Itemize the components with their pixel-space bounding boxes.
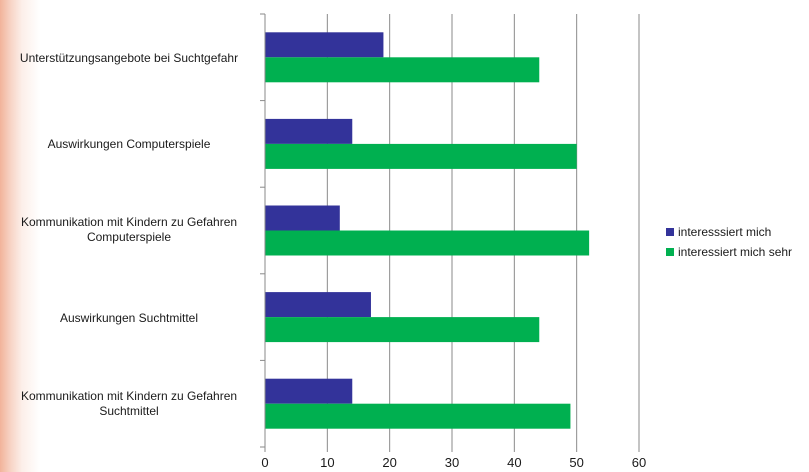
axes <box>260 13 640 452</box>
x-tick-label: 50 <box>569 455 583 470</box>
x-tick-label: 10 <box>320 455 334 470</box>
bar-interessiert-mich-sehr <box>265 230 590 256</box>
legend-swatch-series-1 <box>666 228 674 236</box>
category-label-1: Unterstützungsangebote bei Suchtgefahr <box>19 51 239 65</box>
legend-label-series-2: interessiert mich sehr <box>678 245 793 259</box>
category-label-4: Auswirkungen Suchtmittel <box>59 311 199 325</box>
category-label-2: Auswirkungen Computerspiele <box>47 137 211 151</box>
category-label-3: Kommunikation mit Kindern zu Gefahren Co… <box>20 215 238 244</box>
bar-interessiert-mich-sehr <box>265 57 540 83</box>
category-label-5: Kommunikation mit Kindern zu Gefahren Su… <box>20 389 238 418</box>
legend: interesssiert mich interessiert mich seh… <box>666 222 792 262</box>
x-tick-labels: 0 10 20 30 40 50 60 <box>261 455 646 470</box>
legend-label-series-1: interesssiert mich <box>678 225 772 239</box>
bar-interesssiert-mich <box>265 292 371 318</box>
legend-item-series-2: interessiert mich sehr <box>666 242 792 262</box>
bar-interesssiert-mich <box>265 118 353 144</box>
bars <box>265 32 590 429</box>
x-tick-label: 20 <box>382 455 396 470</box>
x-tick-label: 0 <box>261 455 268 470</box>
legend-swatch-series-2 <box>666 248 674 256</box>
bar-interessiert-mich-sehr <box>265 403 571 429</box>
bar-interesssiert-mich <box>265 32 384 58</box>
bar-interesssiert-mich <box>265 205 340 231</box>
legend-item-series-1: interesssiert mich <box>666 222 792 242</box>
x-tick-label: 30 <box>445 455 459 470</box>
x-tick-label: 40 <box>507 455 521 470</box>
bar-interessiert-mich-sehr <box>265 143 577 169</box>
x-tick-label: 60 <box>632 455 646 470</box>
bar-interessiert-mich-sehr <box>265 317 540 343</box>
bar-interesssiert-mich <box>265 378 353 404</box>
